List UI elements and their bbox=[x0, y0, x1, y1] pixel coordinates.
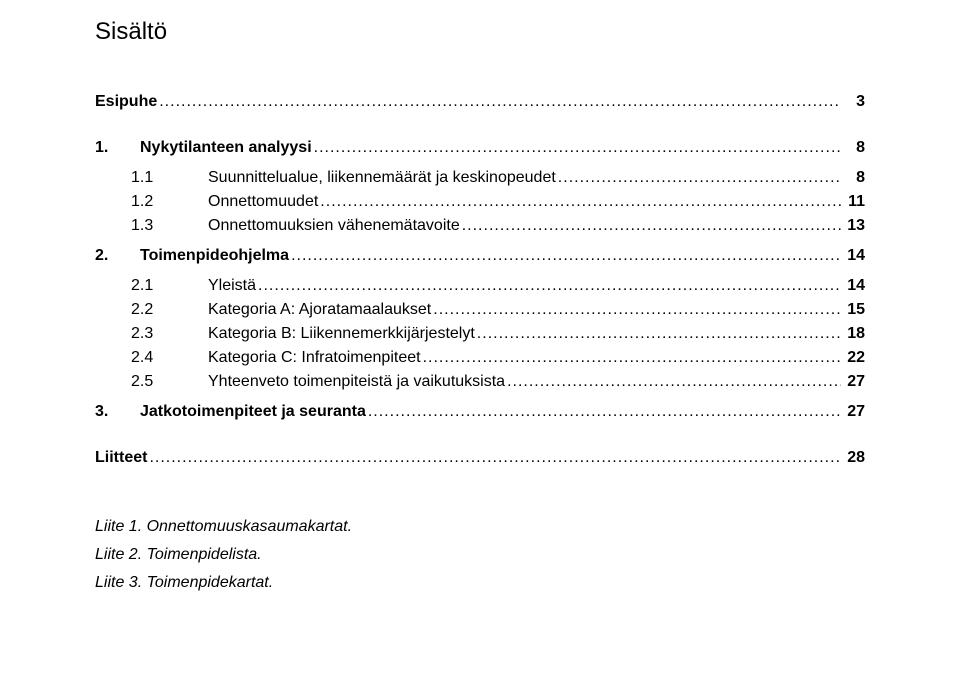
toc-leader bbox=[477, 326, 841, 342]
toc-gap bbox=[95, 294, 865, 302]
page-title: Sisältö bbox=[95, 18, 865, 46]
toc-page-number: 8 bbox=[843, 170, 865, 186]
toc-label: Esipuhe bbox=[95, 94, 157, 110]
toc-label: Kategoria A: Ajoratamaalaukset bbox=[208, 302, 431, 318]
toc-number: 1.2 bbox=[95, 194, 208, 210]
toc-label: Onnettomuuksien vähenemätavoite bbox=[208, 218, 460, 234]
toc-page-number: 18 bbox=[843, 326, 865, 342]
toc-gap bbox=[95, 186, 865, 194]
toc-page-number: 27 bbox=[843, 404, 865, 420]
toc-leader bbox=[159, 94, 841, 110]
toc-leader bbox=[258, 278, 841, 294]
toc-page-number: 14 bbox=[843, 278, 865, 294]
toc-number: 2.3 bbox=[95, 326, 208, 342]
toc-number: 2.2 bbox=[95, 302, 208, 318]
toc-leader bbox=[291, 248, 841, 264]
toc-row: 3.Jatkotoimenpiteet ja seuranta 27 bbox=[95, 404, 865, 420]
toc-row: 2.2Kategoria A: Ajoratamaalaukset 15 bbox=[95, 302, 865, 318]
toc-number: 2.5 bbox=[95, 374, 208, 390]
toc-label: Liitteet bbox=[95, 450, 147, 466]
toc-gap bbox=[95, 366, 865, 374]
toc-row: 1.3Onnettomuuksien vähenemätavoite 13 bbox=[95, 218, 865, 234]
toc-label: Kategoria C: Infratoimenpiteet bbox=[208, 350, 421, 366]
toc-leader bbox=[462, 218, 841, 234]
toc-row: Liitteet 28 bbox=[95, 450, 865, 466]
toc-number: 1.3 bbox=[95, 218, 208, 234]
toc-gap bbox=[95, 264, 865, 278]
toc-row: 1.2Onnettomuudet 11 bbox=[95, 194, 865, 210]
appendix-line: Liite 3. Toimenpidekartat. bbox=[95, 574, 865, 592]
toc-gap bbox=[95, 234, 865, 248]
toc-leader bbox=[507, 374, 841, 390]
toc-row: 2.3Kategoria B: Liikennemerkkijärjestely… bbox=[95, 326, 865, 342]
toc-number: 2.1 bbox=[95, 278, 208, 294]
toc-gap bbox=[95, 110, 865, 140]
toc-leader bbox=[314, 140, 841, 156]
toc-gap bbox=[95, 420, 865, 450]
toc-gap bbox=[95, 156, 865, 170]
toc-number: 1.1 bbox=[95, 170, 208, 186]
toc-page-number: 13 bbox=[843, 218, 865, 234]
toc-row: Esipuhe 3 bbox=[95, 94, 865, 110]
toc-row: 2.1Yleistä 14 bbox=[95, 278, 865, 294]
appendix-line: Liite 2. Toimenpidelista. bbox=[95, 546, 865, 564]
toc-label: Suunnittelualue, liikennemäärät ja keski… bbox=[208, 170, 556, 186]
toc-page-number: 3 bbox=[843, 94, 865, 110]
toc-row: 2.4Kategoria C: Infratoimenpiteet 22 bbox=[95, 350, 865, 366]
toc-leader bbox=[368, 404, 841, 420]
toc-leader bbox=[423, 350, 841, 366]
toc-gap bbox=[95, 390, 865, 404]
toc-label: Toimenpideohjelma bbox=[140, 248, 289, 264]
toc-gap bbox=[95, 342, 865, 350]
toc-row: 2.Toimenpideohjelma 14 bbox=[95, 248, 865, 264]
toc-row: 1.Nykytilanteen analyysi 8 bbox=[95, 140, 865, 156]
document-page: Sisältö Esipuhe 3 1.Nykytilanteen analyysi… bbox=[0, 0, 960, 685]
toc-leader bbox=[433, 302, 841, 318]
toc-leader bbox=[320, 194, 841, 210]
toc-label: Yleistä bbox=[208, 278, 256, 294]
toc-page-number: 22 bbox=[843, 350, 865, 366]
toc-page-number: 14 bbox=[843, 248, 865, 264]
toc-label: Jatkotoimenpiteet ja seuranta bbox=[140, 404, 366, 420]
toc-leader bbox=[149, 450, 841, 466]
toc-number: 1. bbox=[95, 140, 140, 156]
toc-label: Kategoria B: Liikennemerkkijärjestelyt bbox=[208, 326, 475, 342]
toc-leader bbox=[558, 170, 841, 186]
toc-number: 3. bbox=[95, 404, 140, 420]
toc-page-number: 28 bbox=[843, 450, 865, 466]
toc-gap bbox=[95, 210, 865, 218]
toc-row: 1.1Suunnittelualue, liikennemäärät ja ke… bbox=[95, 170, 865, 186]
appendix-list: Liite 1. Onnettomuuskasaumakartat. Liite … bbox=[95, 518, 865, 592]
toc-page-number: 15 bbox=[843, 302, 865, 318]
toc-page-number: 11 bbox=[843, 194, 865, 210]
toc-gap bbox=[95, 318, 865, 326]
toc-number: 2.4 bbox=[95, 350, 208, 366]
appendix-line: Liite 1. Onnettomuuskasaumakartat. bbox=[95, 518, 865, 536]
table-of-contents: Esipuhe31.Nykytilanteen analyysi81.1Suun… bbox=[95, 94, 865, 466]
toc-label: Nykytilanteen analyysi bbox=[140, 140, 312, 156]
toc-number: 2. bbox=[95, 248, 140, 264]
toc-label: Onnettomuudet bbox=[208, 194, 318, 210]
toc-page-number: 27 bbox=[843, 374, 865, 390]
toc-page-number: 8 bbox=[843, 140, 865, 156]
toc-label: Yhteenveto toimenpiteistä ja vaikutuksis… bbox=[208, 374, 505, 390]
toc-row: 2.5Yhteenveto toimenpiteistä ja vaikutuk… bbox=[95, 374, 865, 390]
